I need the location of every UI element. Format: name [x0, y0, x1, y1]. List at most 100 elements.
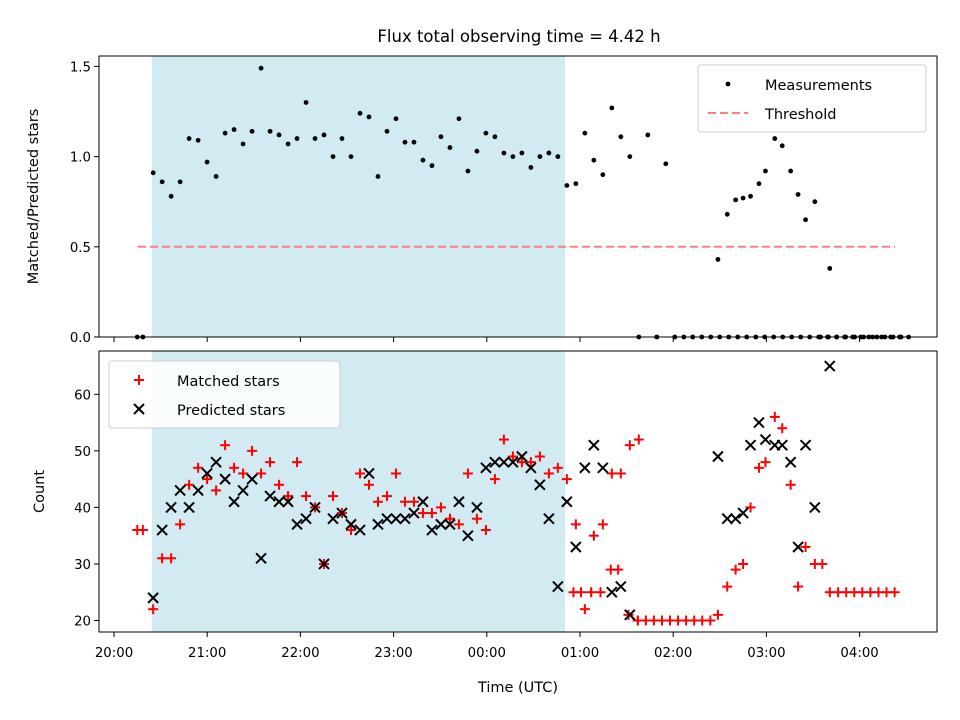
measurement-point	[812, 199, 818, 205]
matched-star-point	[889, 587, 900, 598]
legend-matched-label: Matched stars	[177, 374, 280, 390]
predicted-star-b	[579, 462, 591, 474]
matched-star-point	[202, 474, 213, 485]
predicted-star-point	[784, 456, 797, 468]
matched-star-point	[247, 445, 258, 456]
predicted-star-b	[318, 558, 330, 570]
matched-star-point	[745, 502, 756, 513]
predicted-star-point	[759, 433, 772, 446]
matched-star-point	[301, 491, 312, 502]
predicted-star-point	[737, 507, 749, 519]
x-tick-label: 23:00	[374, 646, 412, 661]
predicted-star-point	[174, 484, 186, 497]
measurement-point	[240, 141, 246, 147]
predicted-star-b	[588, 439, 600, 451]
predicted-star-b	[753, 416, 765, 429]
matched-star-point	[346, 525, 357, 536]
predicted-star-point	[624, 609, 636, 621]
predicted-star-b	[291, 518, 303, 531]
matched-star-point	[753, 462, 764, 473]
matched-star-point	[157, 553, 168, 564]
matched-star-point	[193, 462, 204, 473]
measurement-point	[555, 154, 561, 160]
predicted-star-b	[156, 524, 168, 536]
measurement-point	[740, 195, 746, 201]
predicted-star-b	[246, 473, 258, 485]
matched-star-point	[606, 468, 617, 479]
matched-star-point	[613, 564, 624, 575]
measurement-point	[438, 134, 444, 140]
predicted-star-b	[201, 467, 213, 480]
matched-star-point	[211, 485, 222, 496]
matched-star-point	[283, 491, 294, 502]
predicted-star-point	[597, 462, 609, 474]
predicted-star-point	[354, 524, 366, 536]
measurement-point	[213, 174, 219, 179]
measurement-point	[772, 136, 778, 141]
matched-star-point	[516, 457, 527, 468]
legend-threshold-label: Threshold	[764, 107, 836, 123]
matched-star-point	[408, 496, 419, 507]
measurement-point	[429, 163, 435, 169]
y-tick-label: 20	[74, 615, 91, 630]
measurement-point	[715, 257, 721, 262]
predicted-star-b	[498, 456, 510, 468]
top-legend-box	[697, 64, 927, 133]
measurement-point	[231, 127, 237, 132]
legend-predicted-label: Predicted stars	[177, 403, 285, 419]
matched-star-point	[760, 457, 771, 468]
matched-star-point	[148, 604, 159, 615]
measurement-point	[795, 192, 801, 197]
predicted-star-point	[721, 513, 733, 525]
predicted-star-b	[624, 609, 636, 621]
predicted-star-b	[744, 439, 757, 451]
matched-star-point	[575, 587, 586, 598]
predicted-star-point	[525, 462, 537, 474]
x-tick-label: 02:00	[654, 646, 692, 661]
predicted-star-point	[417, 496, 429, 508]
matched-star-point	[292, 457, 303, 468]
predicted-star-point	[615, 580, 627, 593]
predicted-star-b	[776, 439, 788, 451]
predicted-star-point	[480, 462, 492, 474]
predicted-star-b	[799, 439, 812, 451]
predicted-star-b	[219, 473, 231, 485]
predicted-star-point	[237, 484, 249, 497]
y-tick-label: 60	[74, 388, 91, 403]
predicted-star-b	[273, 496, 285, 508]
predicted-star-point	[210, 456, 222, 468]
matched-star-point	[166, 553, 177, 564]
top-legend: Measurements Threshold	[697, 64, 927, 133]
matched-star-point	[597, 519, 608, 530]
predicted-star-point	[399, 513, 411, 525]
predicted-star-b	[759, 433, 772, 446]
predicted-star-point	[579, 462, 591, 474]
matched-star-point	[525, 457, 536, 468]
predicted-star-b	[381, 513, 393, 525]
bottom-panel: 20 30 40 50 60 20:00 21:00 22:00 23:00 00:00 01:00…	[32, 350, 938, 696]
predicted-star-point	[408, 507, 420, 519]
matched-star-point	[220, 440, 231, 451]
predicted-star-b	[721, 513, 733, 525]
predicted-star-point	[753, 416, 765, 429]
y-tick-label: 50	[74, 445, 91, 460]
top-y-axis-label: Matched/Predicted stars	[26, 109, 42, 285]
predicted-star-b	[597, 462, 609, 474]
measurement-point	[294, 136, 300, 141]
predicted-star-b	[210, 456, 222, 468]
predicted-star-point	[372, 518, 384, 531]
predicted-star-b	[417, 496, 429, 508]
matched-star-point	[712, 609, 723, 620]
predicted-star-point	[264, 490, 276, 502]
measurement-point	[573, 181, 579, 187]
legend-predicted-marker	[133, 403, 145, 415]
predicted-star-point	[345, 518, 357, 531]
predicted-star-point	[318, 558, 330, 570]
measurement-point	[501, 150, 507, 156]
matched-star-point	[137, 525, 148, 536]
measurement-point	[285, 141, 291, 147]
matched-star-point	[633, 434, 644, 445]
bottom-legend-box	[108, 360, 341, 429]
measurement-point	[803, 217, 808, 223]
matched-star-point	[586, 587, 597, 598]
